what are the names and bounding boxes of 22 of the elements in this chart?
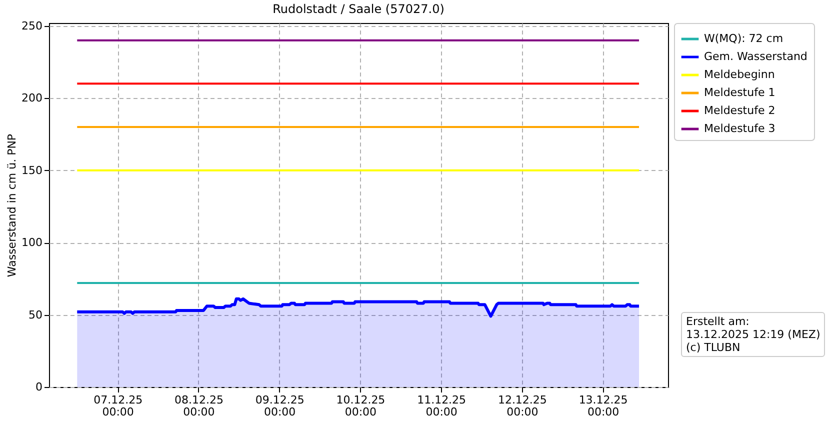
legend-label: Meldestufe 3	[704, 122, 776, 135]
y-tick-label: 250	[22, 19, 42, 32]
y-tick-label: 50	[28, 308, 42, 322]
x-tick-label: 08.12.25 00:00	[174, 394, 224, 418]
y-axis-title: Wasserstand in cm ü. PNP	[6, 134, 19, 278]
chart-title: Rudolstadt / Saale (57027.0)	[272, 2, 444, 16]
note-box: Erstellt am: 13.12.2025 12:19 (MEZ) (c) TLUBN	[681, 312, 826, 357]
x-tick-label: 09.12.25 00:00	[255, 394, 304, 418]
legend-label: W(MQ): 72 cm	[704, 32, 784, 45]
y-tick-label: 100	[22, 236, 42, 250]
x-tick-label: 10.12.25 00:00	[336, 394, 386, 418]
legend-label: Meldestufe 2	[704, 104, 776, 117]
x-tick-label: 12.12.25 00:00	[498, 394, 547, 418]
legend-label: Meldestufe 1	[704, 86, 776, 99]
legend-label: Gem. Wasserstand	[704, 50, 808, 63]
legend-label: Meldebeginn	[704, 68, 775, 81]
x-tick-label: 13.12.25 00:00	[578, 394, 628, 418]
y-tick-label: 200	[22, 92, 42, 105]
x-tick-label: 07.12.25 00:00	[94, 394, 143, 418]
y-tick-label: 0	[36, 380, 42, 394]
y-tick-label: 150	[22, 164, 42, 177]
x-tick-label: 11.12.25 00:00	[417, 394, 466, 418]
